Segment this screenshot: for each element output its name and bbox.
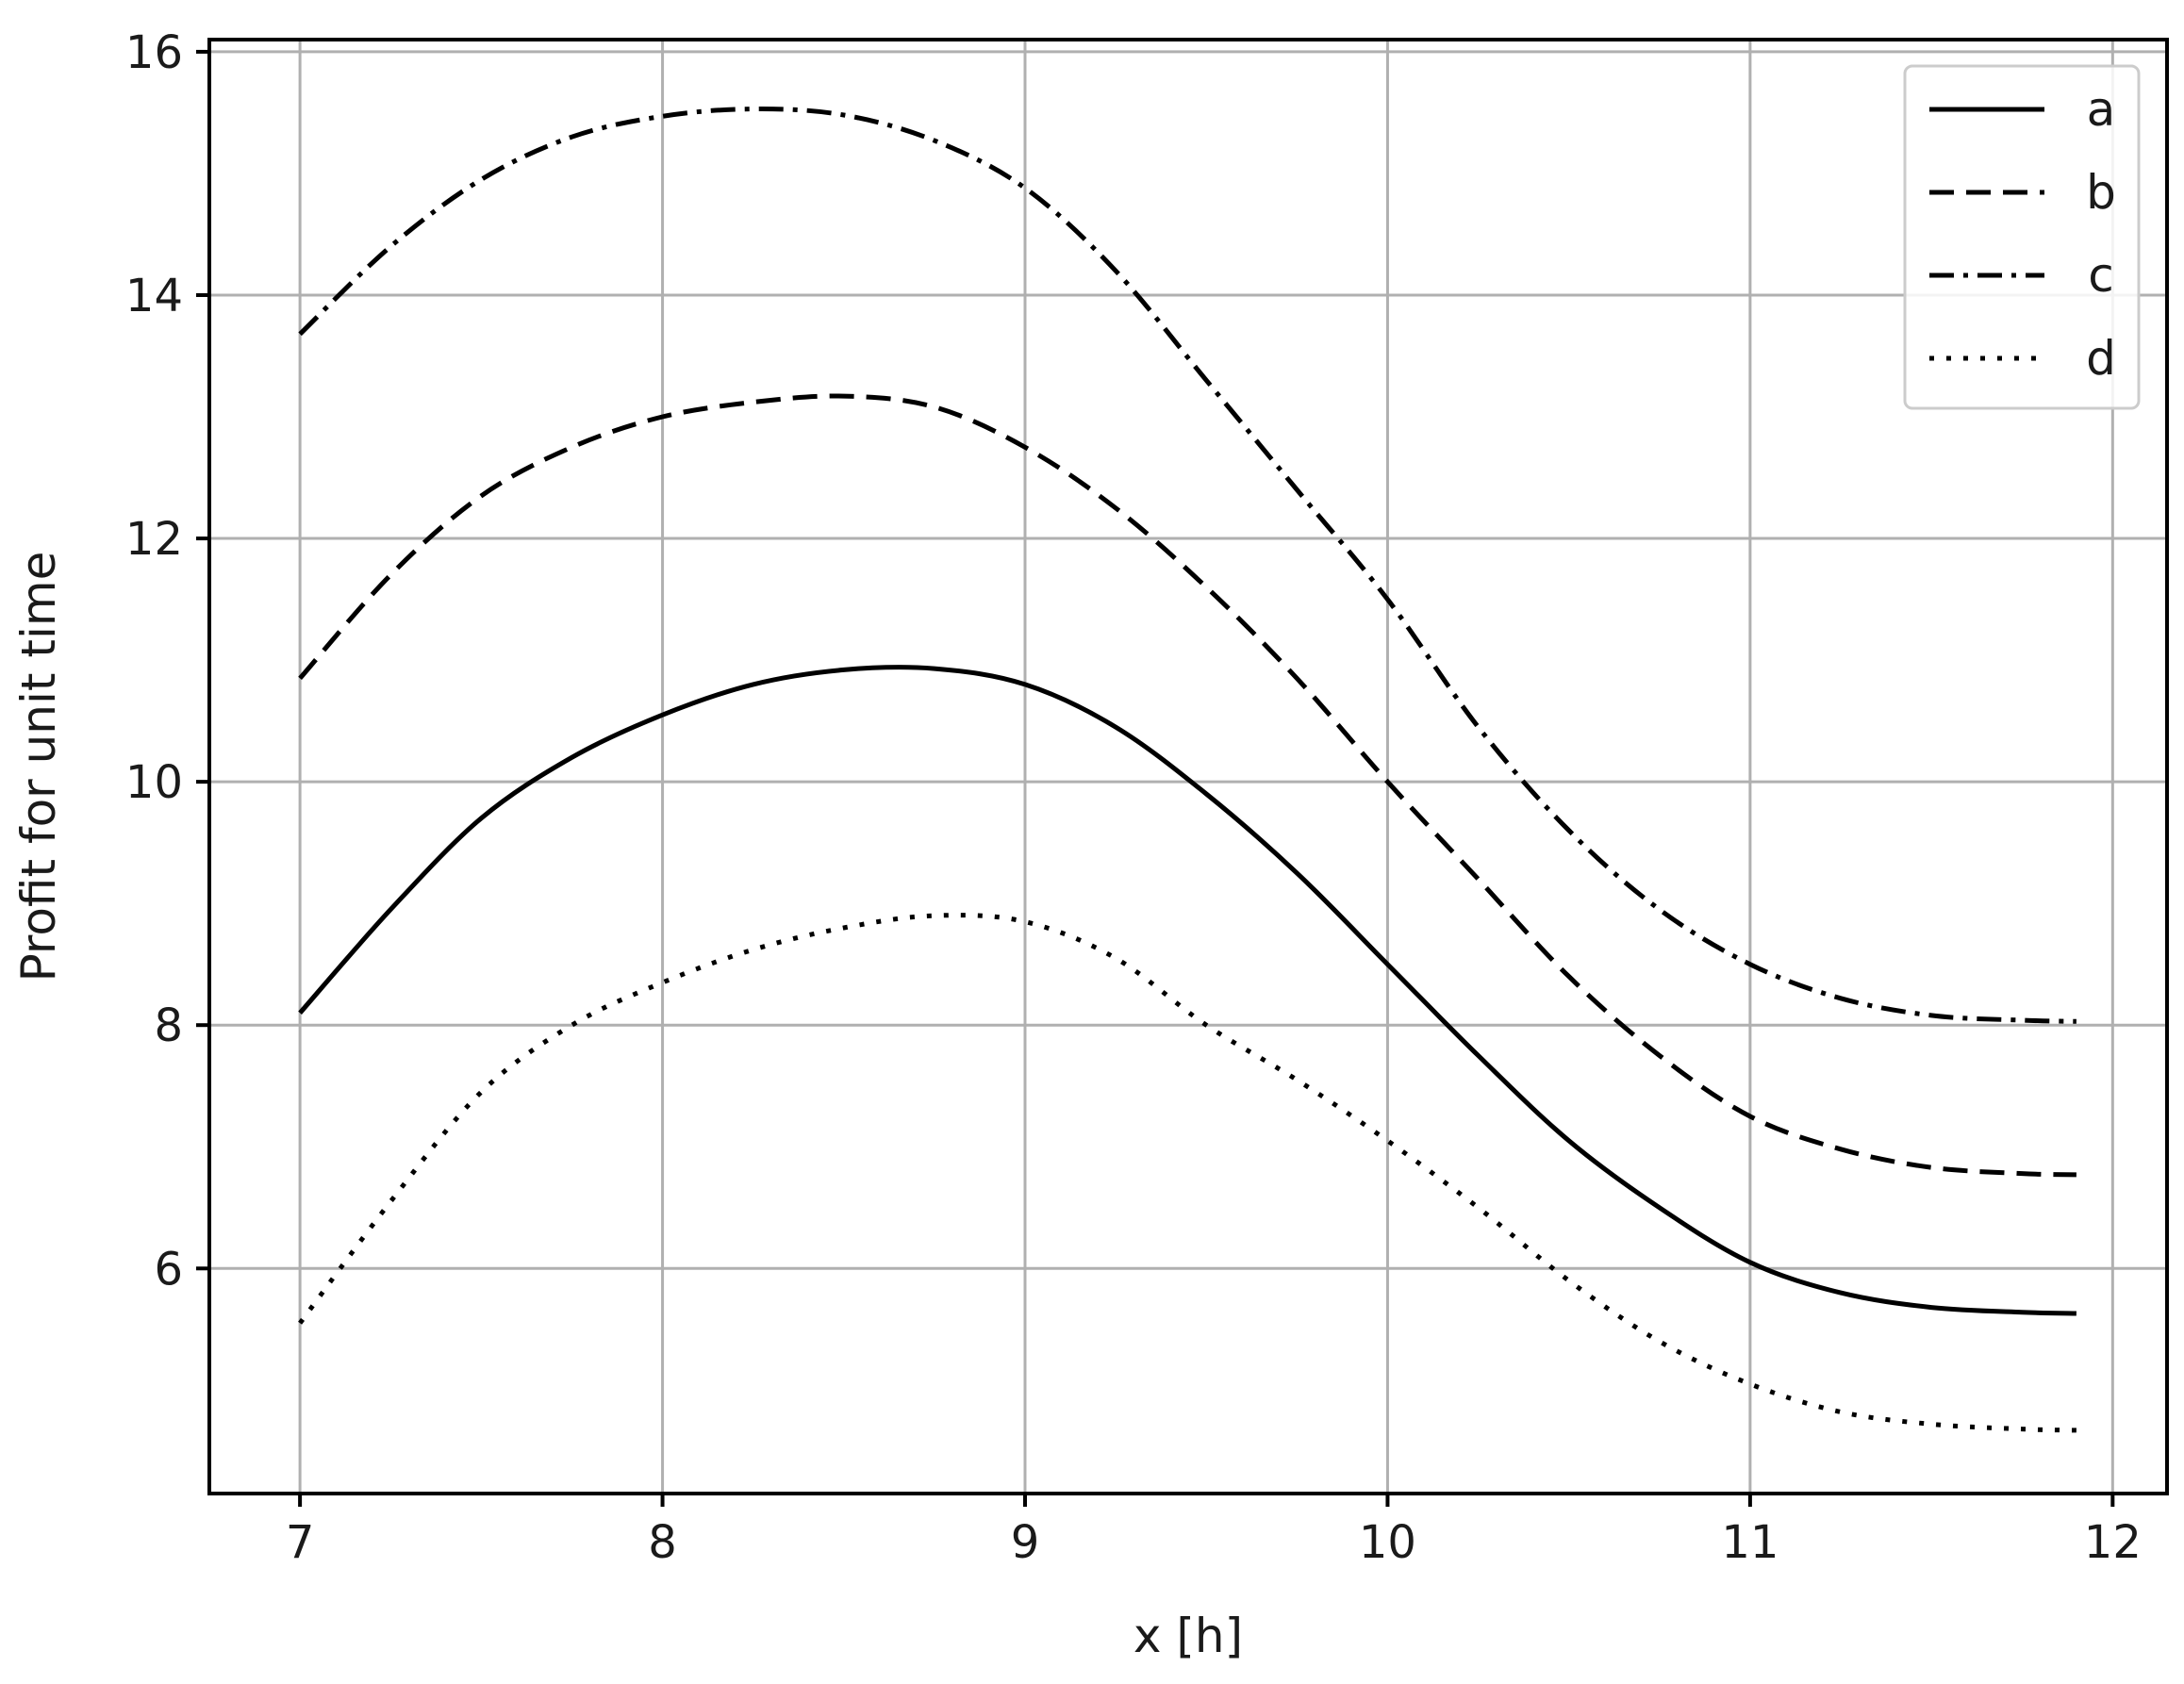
y-tick-label: 10 [125, 756, 183, 809]
x-axis-label: x [h] [1133, 1609, 1243, 1663]
x-tick-label: 9 [1011, 1516, 1040, 1569]
y-tick-label: 8 [154, 999, 183, 1052]
y-tick-label: 14 [125, 270, 183, 322]
legend-box [1903, 64, 2141, 410]
x-tick-label: 7 [286, 1516, 315, 1569]
series-layer [298, 107, 2076, 1433]
x-tick-label: 11 [1721, 1516, 1779, 1569]
series-line-d [298, 913, 2076, 1433]
legend-label-a: a [2087, 82, 2116, 137]
series-line-a [298, 665, 2076, 1316]
series-line-b [298, 393, 2076, 1178]
x-tick-label: 12 [2084, 1516, 2142, 1569]
y-tick-label: 12 [125, 513, 183, 566]
series-line-c [298, 107, 2076, 1024]
x-tick-label: 8 [648, 1516, 677, 1569]
tick-layer: 7 8 9 10 11 12 6 8 10 12 14 16 [125, 26, 2142, 1569]
legend-label-d: d [2086, 331, 2116, 386]
y-axis-label: Profit for unit time [11, 552, 66, 982]
grid-layer [209, 40, 2167, 1494]
plot-frame [207, 38, 2169, 1495]
legend-label-c: c [2088, 248, 2114, 303]
x-tick-label: 10 [1359, 1516, 1416, 1569]
y-tick-label: 16 [125, 26, 183, 79]
y-tick-label: 6 [154, 1243, 183, 1296]
legend-label-b: b [2086, 165, 2116, 220]
